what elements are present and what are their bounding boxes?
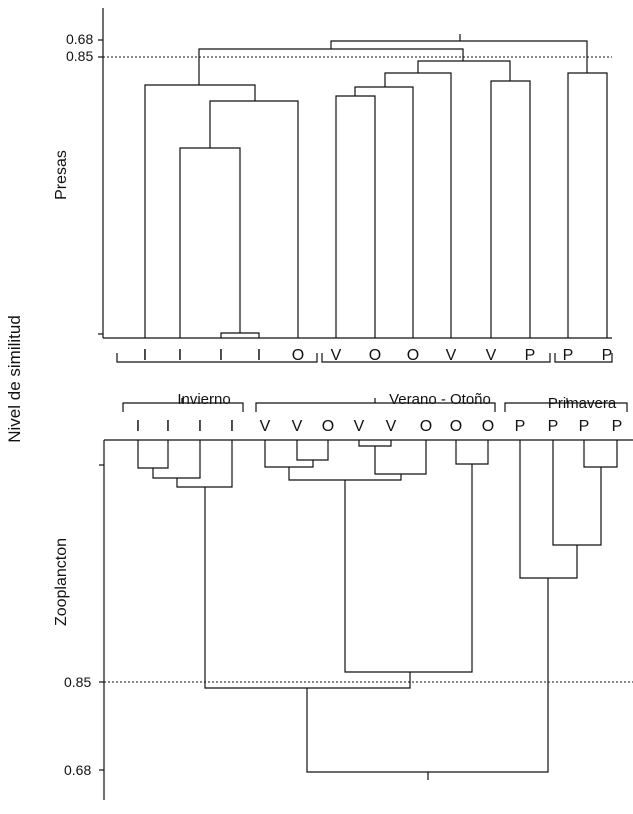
zooplancton-leaf-13: P [548,418,559,435]
zooplancton-leaf-1: I [166,418,170,435]
presas-branch-1 [179,147,241,338]
frame [98,8,633,800]
presas-branch-9 [567,72,608,338]
zooplancton-branch-11 [583,440,618,468]
zooplancton-leaf-3: I [230,418,234,435]
zooplancton-leaf-12: P [515,418,526,435]
group-label-invierno: Invierno [177,391,230,408]
presas-branch-2 [209,100,299,338]
zooplancton-leaf-8: V [386,418,397,435]
zooplancton-leaf-4: V [260,418,271,435]
presas-leaf-11: P [563,347,574,364]
group-label-primavera: Primavera [548,395,617,412]
zooplancton-branch-8 [455,440,489,465]
zooplancton-leaf-7: V [354,418,365,435]
bracket-primavera-top [554,353,613,363]
zooplancton-branch-6 [358,440,392,447]
presas-tick-label-068: 0.68 [66,31,93,47]
presas-leaf-5: V [331,347,342,364]
presas-leaf-6: O [369,347,381,364]
zooplancton-branch-4 [264,440,314,468]
zooplancton-branch-14 [306,578,549,773]
zooplancton-leaf-9: O [420,418,432,435]
zooplancton-branch-9 [344,464,473,673]
presas-panel-label: Presas [53,150,70,200]
presas-branch-5 [354,86,414,338]
presas-branch-0 [220,332,260,338]
zooplancton-leaf-15: P [612,418,623,435]
bracket-primavera-bottom [504,402,628,412]
zooplancton-branch-12 [552,440,602,546]
bracket-invierno-top [116,353,318,363]
presas-leaf-12: P [602,347,613,364]
zooplancton-branch-3 [296,440,329,461]
zooplancton-leaf-11: O [482,418,494,435]
presas-leaf-4: O [292,347,304,364]
presas-branch-6 [384,72,452,338]
zooplancton-branch-13 [519,440,578,579]
presas-branch-11 [330,40,588,73]
zooplancton-dendrogram [137,440,618,780]
group-label-verano-otono: Verano - Otoño [389,391,491,408]
presas-leaf-3: I [257,347,261,364]
presas-branch-8 [417,60,511,81]
presas-leaf-10: P [525,347,536,364]
zooplancton-tick-label-068: 0.68 [64,762,91,778]
presas-leaf-0: I [143,347,147,364]
presas-leaf-8: V [446,347,457,364]
y-axis-label: Nivel de similitud [5,315,24,443]
zooplancton-leaf-0: I [136,418,140,435]
presas-leaf-7: O [407,347,419,364]
zooplancton-leaf-5: V [292,418,303,435]
zooplancton-leaf-2: I [198,418,202,435]
presas-tick-label-085: 0.85 [66,48,93,64]
presas-leaf-1: I [178,347,182,364]
zooplancton-leaf-14: P [579,418,590,435]
presas-branch-10 [198,48,464,85]
zooplancton-panel-label: Zooplancton [53,538,70,626]
zooplancton-tick-label-085: 0.85 [64,674,91,690]
bracket-verano-top [321,353,551,363]
presas-branch-4 [335,95,376,338]
presas-leaf-2: I [219,347,223,364]
bracket-invierno-bottom [122,402,244,412]
zooplancton-branch-2 [176,440,233,488]
zooplancton-leaf-10: O [450,418,462,435]
zooplancton-leaf-6: O [322,418,334,435]
zooplancton-branch-10 [204,487,411,689]
zooplancton-branch-7 [374,440,427,475]
zooplancton-branch-1 [152,440,201,479]
zooplancton-branch-0 [137,440,169,469]
presas-branch-3 [144,84,256,338]
presas-dendrogram [144,34,608,338]
presas-leaf-9: V [486,347,497,364]
presas-branch-7 [490,80,531,338]
